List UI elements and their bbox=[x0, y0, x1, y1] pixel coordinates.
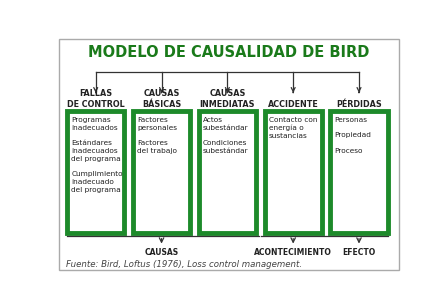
Text: Fuente: Bird, Loftus (1976), Loss control management.: Fuente: Bird, Loftus (1976), Loss contro… bbox=[66, 260, 302, 269]
Text: CAUSAS
INMEDIATAS: CAUSAS INMEDIATAS bbox=[200, 89, 255, 109]
Text: EFECTO: EFECTO bbox=[342, 248, 375, 257]
Bar bbox=[67, 111, 124, 233]
Text: ACONTECIMIENTO: ACONTECIMIENTO bbox=[254, 248, 332, 257]
Text: Personas

Propiedad

Proceso: Personas Propiedad Proceso bbox=[334, 117, 371, 154]
Text: FALLAS
DE CONTROL: FALLAS DE CONTROL bbox=[67, 89, 125, 109]
Text: CAUSAS: CAUSAS bbox=[144, 248, 179, 257]
Bar bbox=[133, 111, 190, 233]
Text: MODELO DE CAUSALIDAD DE BIRD: MODELO DE CAUSALIDAD DE BIRD bbox=[89, 45, 370, 60]
Text: Contacto con
energía o
sustancias: Contacto con energía o sustancias bbox=[269, 117, 317, 139]
Bar bbox=[330, 111, 388, 233]
Text: Actos
subestándar

Condiciones
subestándar: Actos subestándar Condiciones subestánda… bbox=[203, 117, 249, 154]
Text: Programas
inadecuados

Estándares
inadecuados
del programa

Cumplimiento
inadecu: Programas inadecuados Estándares inadecu… bbox=[71, 117, 123, 192]
Text: Factores
personales

Factores
del trabajo: Factores personales Factores del trabajo bbox=[137, 117, 177, 154]
Bar bbox=[265, 111, 322, 233]
Text: ACCIDENTE: ACCIDENTE bbox=[268, 99, 319, 109]
Text: PÉRDIDAS: PÉRDIDAS bbox=[336, 99, 382, 109]
Text: CAUSAS
BÁSICAS: CAUSAS BÁSICAS bbox=[142, 89, 181, 109]
Bar bbox=[199, 111, 256, 233]
